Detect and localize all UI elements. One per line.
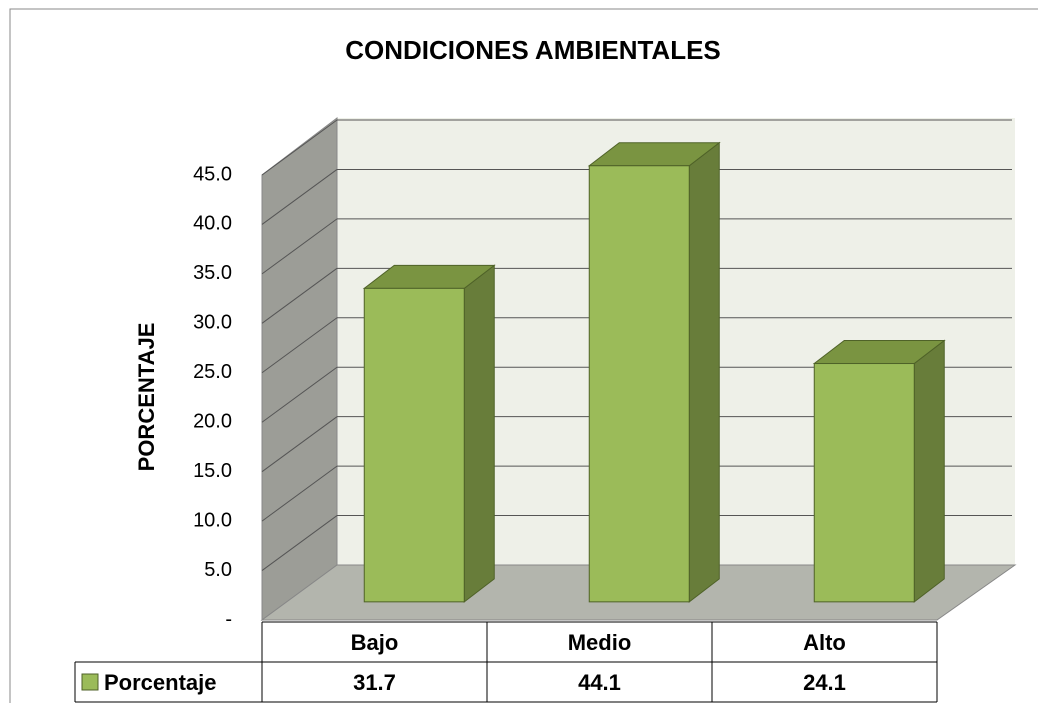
table-value: 44.1 [578, 670, 621, 695]
y-tick-label: 40.0 [193, 213, 232, 235]
bar-side [913, 339, 945, 603]
legend-label: Porcentaje [104, 670, 217, 695]
y-axis-label: PORCENTAJE [134, 323, 159, 472]
legend-swatch [81, 673, 99, 691]
y-tick-label: 15.0 [193, 460, 232, 482]
grid-line [261, 465, 338, 522]
grid-line [261, 267, 338, 324]
bar-side [688, 141, 720, 603]
bar [813, 363, 915, 603]
grid-line [261, 416, 338, 473]
grid-line [261, 218, 338, 275]
y-tick-label: 20.0 [193, 411, 232, 433]
y-tick-label: 35.0 [193, 262, 232, 284]
x-tick-label: Alto [803, 630, 846, 655]
side-wall [261, 116, 338, 621]
x-tick-label: Medio [568, 630, 632, 655]
grid-line [261, 317, 338, 374]
y-tick-label: 45.0 [193, 163, 232, 185]
chart-title: CONDICIONES AMBIENTALES [345, 35, 721, 65]
table-value: 24.1 [803, 670, 846, 695]
table-value: 31.7 [353, 670, 396, 695]
y-tick-label: 25.0 [193, 361, 232, 383]
y-tick-label: 30.0 [193, 312, 232, 334]
grid-line [261, 515, 338, 571]
x-tick-label: Bajo [351, 630, 399, 655]
grid-line [261, 366, 338, 423]
bar [588, 165, 690, 603]
y-tick-label: - [225, 608, 232, 630]
grid-line [261, 169, 338, 225]
y-tick-label: 10.0 [193, 509, 232, 531]
bar-side [463, 264, 495, 603]
y-tick-label: 5.0 [204, 559, 232, 581]
bar [363, 287, 465, 603]
grid-line [261, 119, 338, 176]
